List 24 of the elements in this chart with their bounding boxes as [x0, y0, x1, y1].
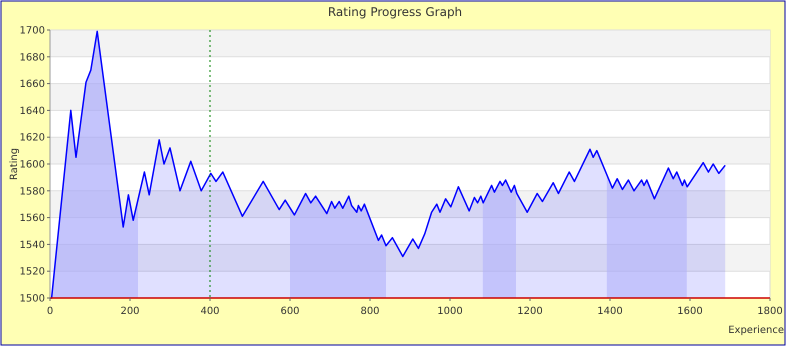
y-tick-label: 1540 [20, 240, 45, 251]
x-tick-label: 0 [46, 306, 54, 317]
y-tick-label: 1700 [20, 26, 45, 36]
x-tick-label: 1800 [757, 306, 783, 317]
x-tick-label: 1600 [677, 306, 703, 317]
x-tick-label: 1400 [597, 306, 623, 317]
y-tick-label: 1500 [20, 294, 45, 304]
y-tick-label: 1660 [20, 79, 45, 90]
chart-title: Rating Progress Graph [328, 5, 462, 19]
x-tick-label: 400 [200, 306, 220, 317]
y-tick-label: 1560 [20, 213, 45, 224]
x-tick-label: 800 [360, 306, 380, 317]
x-tick-label: 1200 [517, 306, 543, 317]
x-axis-title: Experience [728, 325, 784, 336]
x-tick-label: 600 [280, 306, 300, 317]
y-tick-label: 1580 [20, 186, 45, 198]
x-tick-label: 1000 [437, 306, 463, 317]
y-tick-label: 1620 [20, 132, 45, 144]
y-tick-label: 1520 [20, 266, 45, 278]
y-axis-title: Rating [9, 148, 20, 180]
y-tick-label: 1640 [20, 106, 45, 117]
y-tick-label: 1600 [20, 160, 45, 170]
x-tick-label: 200 [120, 306, 140, 317]
y-tick-label: 1680 [20, 52, 45, 64]
